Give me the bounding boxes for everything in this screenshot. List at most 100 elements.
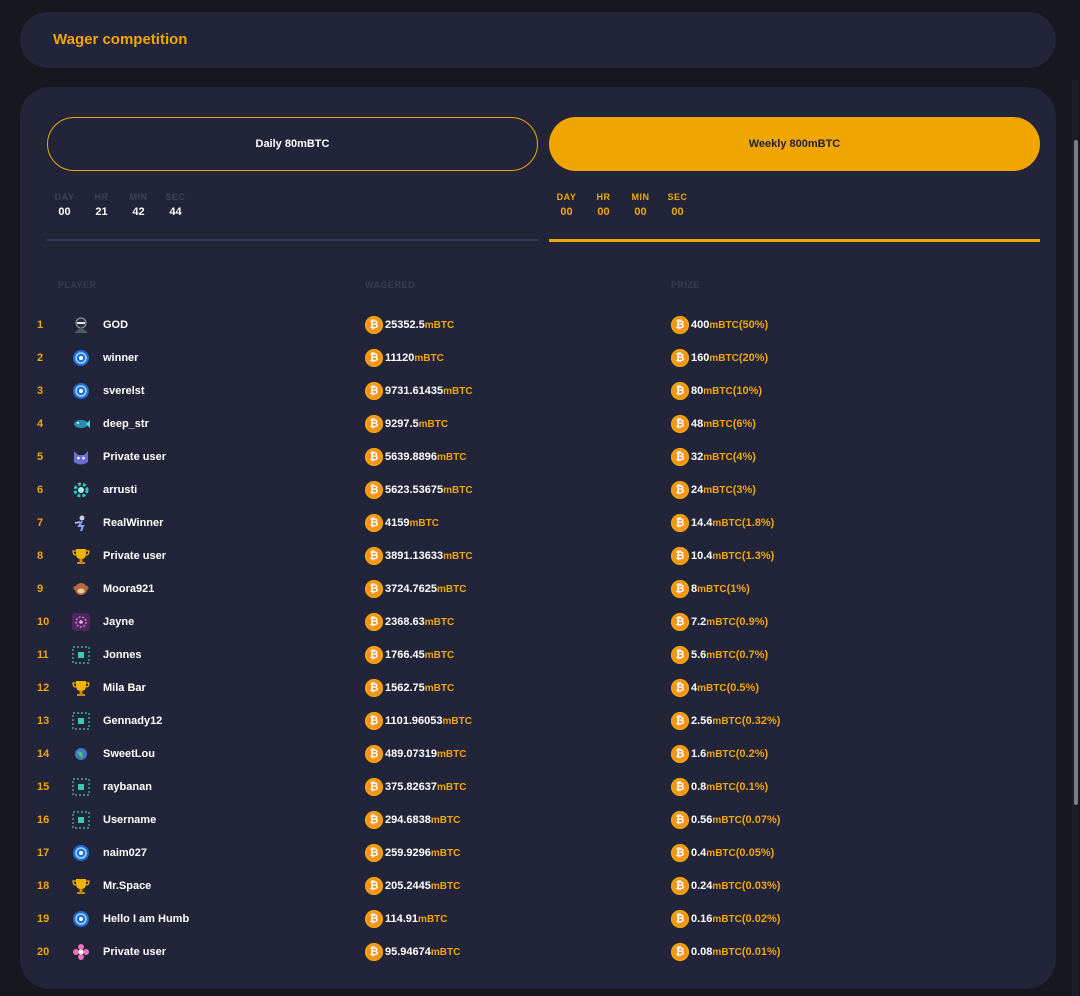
prize-amount: 160mBTC(20%) xyxy=(691,352,769,364)
gear-avatar-icon xyxy=(71,480,91,500)
player-name[interactable]: arrusti xyxy=(103,484,138,496)
bitcoin-coin-icon: ₿ xyxy=(671,514,689,532)
bitcoin-coin-icon: ₿ xyxy=(365,844,383,862)
table-row: 5 Private user ₿ 5639.8896mBTC ₿ 32mBTC(… xyxy=(0,440,1080,473)
table-row: 20 Private user ₿ 95.94674mBTC ₿ 0.08mBT… xyxy=(0,935,1080,968)
rank-number: 6 xyxy=(37,484,44,496)
bitcoin-coin-icon: ₿ xyxy=(365,547,383,565)
player-name[interactable]: Mr.Space xyxy=(103,880,152,892)
countdown-label: DAY xyxy=(54,192,75,202)
bitcoin-coin-icon: ₿ xyxy=(671,712,689,730)
rank-number: 4 xyxy=(37,418,44,430)
prize-amount: 80mBTC(10%) xyxy=(691,385,763,397)
player-name[interactable]: Username xyxy=(103,814,157,826)
weekly-countdown: DAY 00 HR 00 MIN 00 SEC 00 xyxy=(548,192,696,218)
player-name[interactable]: Private user xyxy=(103,946,166,958)
page-title: Wager competition xyxy=(53,31,188,48)
countdown-value: 42 xyxy=(132,206,145,218)
rank-number: 1 xyxy=(37,319,44,331)
countdown-hr: HR 21 xyxy=(83,192,120,218)
player-name[interactable]: GOD xyxy=(103,319,129,331)
wagered-amount: 9731.61435mBTC xyxy=(385,385,473,397)
pixel-avatar-icon xyxy=(71,645,91,665)
countdown-label: DAY xyxy=(556,192,577,202)
countdown-min: MIN 00 xyxy=(622,192,659,218)
table-row: 6 arrusti ₿ 5623.53675mBTC ₿ 24mBTC(3%) xyxy=(0,473,1080,506)
table-row: 18 Mr.Space ₿ 205.2445mBTC ₿ 0.24mBTC(0.… xyxy=(0,869,1080,902)
player-name[interactable]: SweetLou xyxy=(103,748,155,760)
rank-number: 14 xyxy=(37,748,50,760)
player-name[interactable]: Hello I am Humb xyxy=(103,913,190,925)
player-name[interactable]: Gennady12 xyxy=(103,715,163,727)
blue-orb-avatar-icon xyxy=(71,843,91,863)
rank-number: 8 xyxy=(37,550,44,562)
player-name[interactable]: Jonnes xyxy=(103,649,142,661)
bitcoin-coin-icon: ₿ xyxy=(671,679,689,697)
table-row: 16 Username ₿ 294.6838mBTC ₿ 0.56mBTC(0.… xyxy=(0,803,1080,836)
countdown-sec: SEC 44 xyxy=(157,192,194,218)
scrollbar-thumb[interactable] xyxy=(1074,140,1078,805)
table-row: 12 Mila Bar ₿ 1562.75mBTC ₿ 4mBTC(0.5%) xyxy=(0,671,1080,704)
bitcoin-coin-icon: ₿ xyxy=(365,580,383,598)
player-name[interactable]: RealWinner xyxy=(103,517,164,529)
cat-avatar-icon xyxy=(71,447,91,467)
flower-avatar-icon xyxy=(71,942,91,962)
rank-number: 18 xyxy=(37,880,50,892)
player-name[interactable]: Private user xyxy=(103,451,166,463)
bitcoin-coin-icon: ₿ xyxy=(671,382,689,400)
weekly-tab-underline xyxy=(549,239,1040,242)
player-name[interactable]: Jayne xyxy=(103,616,135,628)
prize-amount: 0.16mBTC(0.02%) xyxy=(691,913,781,925)
blue-orb-avatar-icon xyxy=(71,909,91,929)
wagered-amount: 9297.5mBTC xyxy=(385,418,449,430)
countdown-label: HR xyxy=(596,192,611,202)
player-name[interactable]: Mila Bar xyxy=(103,682,146,694)
daily-tab-underline xyxy=(47,239,538,241)
bitcoin-coin-icon: ₿ xyxy=(671,481,689,499)
tab-daily[interactable]: Daily 80mBTC xyxy=(47,117,538,171)
player-name[interactable]: winner xyxy=(103,352,139,364)
prize-amount: 32mBTC(4%) xyxy=(691,451,756,463)
countdown-label: SEC xyxy=(165,192,186,202)
countdown-sec: SEC 00 xyxy=(659,192,696,218)
prize-amount: 8mBTC(1%) xyxy=(691,583,750,595)
pixel-avatar-icon xyxy=(71,810,91,830)
wagered-amount: 3891.13633mBTC xyxy=(385,550,473,562)
wagered-amount: 5639.8896mBTC xyxy=(385,451,467,463)
player-name[interactable]: sverelst xyxy=(103,385,145,397)
blue-orb-avatar-icon xyxy=(71,381,91,401)
rank-number: 10 xyxy=(37,616,50,628)
leaderboard-list: 1 GOD ₿ 25352.5mBTC ₿ 400mBTC(50%) 2 win… xyxy=(0,308,1080,968)
player-name[interactable]: raybanan xyxy=(103,781,152,793)
wagered-amount: 294.6838mBTC xyxy=(385,814,461,826)
player-name[interactable]: naim027 xyxy=(103,847,148,859)
player-name[interactable]: Moora921 xyxy=(103,583,155,595)
table-row: 14 SweetLou ₿ 489.07319mBTC ₿ 1.6mBTC(0.… xyxy=(0,737,1080,770)
wagered-amount: 5623.53675mBTC xyxy=(385,484,473,496)
prize-amount: 4mBTC(0.5%) xyxy=(691,682,759,694)
table-row: 3 sverelst ₿ 9731.61435mBTC ₿ 80mBTC(10%… xyxy=(0,374,1080,407)
monkey-avatar-icon xyxy=(71,579,91,599)
prize-amount: 0.8mBTC(0.1%) xyxy=(691,781,769,793)
bitcoin-coin-icon: ₿ xyxy=(365,481,383,499)
bitcoin-coin-icon: ₿ xyxy=(671,580,689,598)
table-row: 7 RealWinner ₿ 4159mBTC ₿ 14.4mBTC(1.8%) xyxy=(0,506,1080,539)
countdown-min: MIN 42 xyxy=(120,192,157,218)
countdown-label: HR xyxy=(94,192,109,202)
wagered-amount: 1766.45mBTC xyxy=(385,649,455,661)
rank-number: 11 xyxy=(37,649,49,661)
prize-amount: 0.4mBTC(0.05%) xyxy=(691,847,775,859)
player-name[interactable]: Private user xyxy=(103,550,166,562)
bitcoin-coin-icon: ₿ xyxy=(365,514,383,532)
bitcoin-coin-icon: ₿ xyxy=(671,646,689,664)
column-header-wagered: WAGERED xyxy=(365,280,416,290)
countdown-value: 44 xyxy=(169,206,182,218)
player-name[interactable]: deep_str xyxy=(103,418,149,430)
rank-number: 5 xyxy=(37,451,44,463)
countdown-value: 00 xyxy=(560,206,573,218)
bitcoin-coin-icon: ₿ xyxy=(365,811,383,829)
prize-amount: 14.4mBTC(1.8%) xyxy=(691,517,775,529)
wagered-amount: 3724.7625mBTC xyxy=(385,583,467,595)
tab-weekly[interactable]: Weekly 800mBTC xyxy=(549,117,1040,171)
bitcoin-coin-icon: ₿ xyxy=(365,778,383,796)
